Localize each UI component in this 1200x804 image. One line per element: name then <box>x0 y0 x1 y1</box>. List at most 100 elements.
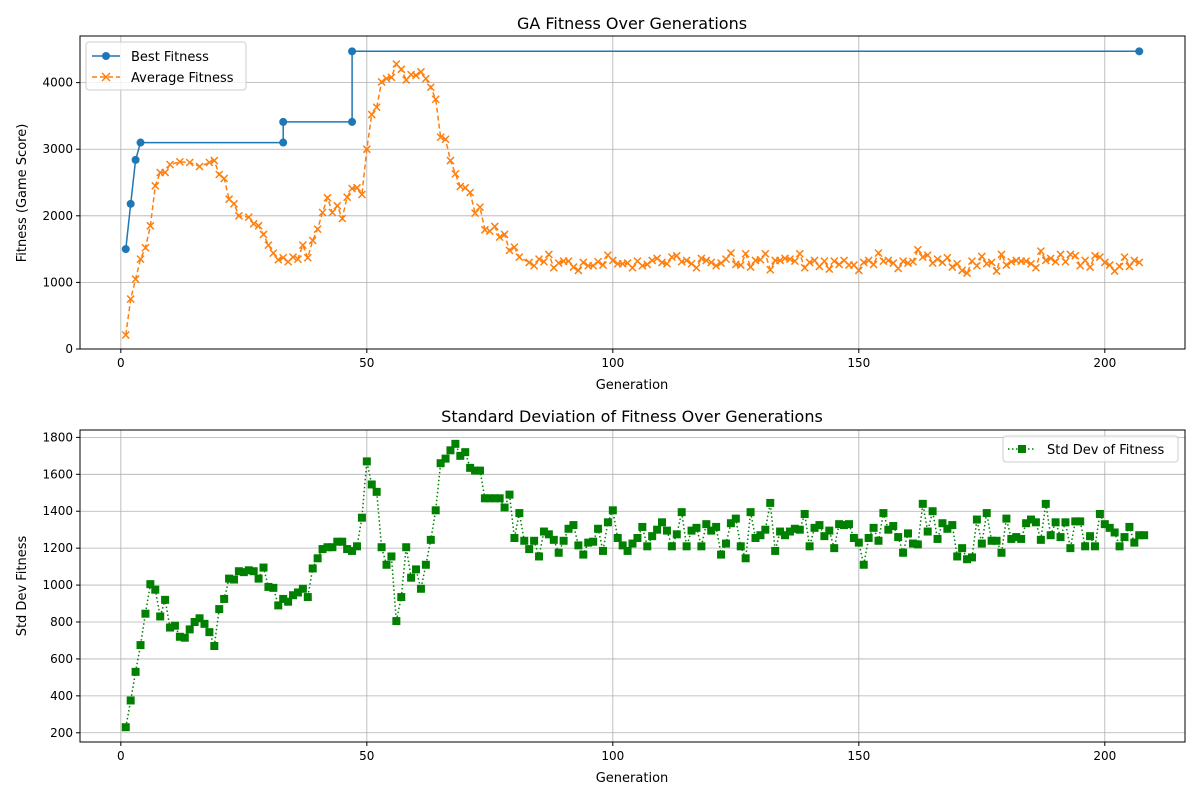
std-dev-of-fitness-point <box>185 625 194 634</box>
std-dev-of-fitness-point <box>505 490 514 499</box>
average-fitness-point <box>918 253 927 262</box>
std-dev-of-fitness-point <box>958 544 967 553</box>
std-dev-of-fitness-point <box>402 543 411 552</box>
std-dev-of-fitness-point <box>136 641 145 650</box>
stddev-chart: Standard Deviation of Fitness Over Gener… <box>15 407 1186 786</box>
std-dev-of-fitness-point <box>594 524 603 533</box>
stddev-chart-title: Standard Deviation of Fitness Over Gener… <box>441 407 823 426</box>
std-dev-of-fitness-point <box>963 555 972 564</box>
y-tick-label: 2000 <box>42 209 73 223</box>
std-dev-of-fitness-point <box>598 546 607 555</box>
std-dev-of-fitness-point <box>461 448 470 457</box>
fitness-chart-xlabel: Generation <box>596 378 669 393</box>
std-dev-of-fitness-point <box>293 588 302 597</box>
std-dev-of-fitness-point <box>146 580 155 589</box>
y-tick-label: 0 <box>65 342 73 356</box>
average-fitness-point <box>766 265 775 274</box>
average-fitness-point <box>161 168 170 177</box>
std-dev-of-fitness-point <box>584 538 593 547</box>
average-fitness-point <box>525 258 534 267</box>
x-tick-label: 150 <box>847 356 870 370</box>
average-fitness-point <box>648 256 657 265</box>
average-fitness-point <box>598 261 608 270</box>
std-dev-of-fitness-point <box>289 591 298 600</box>
std-dev-of-fitness-point <box>849 534 858 542</box>
std-dev-of-fitness-point <box>1100 520 1109 529</box>
std-dev-of-fitness-point <box>1130 538 1139 547</box>
average-fitness-point <box>1046 254 1055 263</box>
std-dev-of-fitness-point <box>761 525 770 534</box>
average-fitness-point <box>333 201 342 210</box>
average-fitness-point <box>411 71 421 80</box>
std-dev-of-fitness-point <box>303 593 312 602</box>
std-dev-of-fitness-point <box>869 523 878 532</box>
std-dev-of-fitness-point <box>785 527 794 536</box>
average-fitness-point <box>1066 250 1075 259</box>
average-fitness-point <box>195 162 204 171</box>
std-dev-of-fitness-point <box>648 532 657 541</box>
average-fitness-point <box>1081 256 1090 265</box>
std-dev-of-fitness-point <box>1120 533 1129 542</box>
average-fitness-point <box>220 174 229 183</box>
std-dev-of-fitness-point <box>1090 542 1099 551</box>
average-fitness-point <box>377 77 386 86</box>
average-fitness-point <box>1071 251 1080 260</box>
legend-frame <box>85 41 247 91</box>
x-tick-label: 100 <box>601 356 624 370</box>
average-fitness-point <box>274 255 283 264</box>
fitness-chart-grid <box>80 36 1185 350</box>
std-dev-of-fitness-point <box>682 542 691 551</box>
std-dev-of-fitness-point <box>618 541 627 550</box>
best-fitness-point <box>136 138 145 147</box>
average-fitness-point <box>539 257 548 266</box>
std-dev-of-fitness-point <box>544 530 553 539</box>
average-fitness-point <box>210 156 219 165</box>
average-fitness-point <box>259 230 268 239</box>
std-dev-of-fitness-point <box>608 506 617 515</box>
std-dev-of-fitness-point <box>1007 534 1016 543</box>
std-dev-of-fitness-point <box>702 520 711 529</box>
std-dev-of-fitness-point <box>830 544 839 553</box>
average-fitness-point <box>303 253 312 262</box>
std-dev-of-fitness-point <box>1066 544 1075 553</box>
std-dev-of-fitness-point <box>1105 523 1114 532</box>
average-fitness-point <box>707 258 716 267</box>
average-fitness-point <box>338 214 347 223</box>
average-fitness-point <box>534 255 544 264</box>
std-dev-of-fitness-point <box>170 621 179 630</box>
legend-std-marker <box>1018 445 1026 453</box>
average-fitness-point <box>1135 258 1144 267</box>
std-dev-of-fitness-point <box>175 632 184 641</box>
average-fitness-point <box>987 258 996 267</box>
average-fitness-point <box>963 269 972 278</box>
average-fitness-point <box>249 219 258 228</box>
std-dev-of-fitness-point <box>1110 528 1119 537</box>
std-dev-of-fitness-point <box>800 510 809 518</box>
average-fitness-point <box>923 251 932 260</box>
average-fitness-point <box>431 95 440 104</box>
std-dev-of-fitness-point <box>284 597 293 606</box>
average-fitness-point <box>564 257 573 266</box>
std-dev-of-fitness-point <box>844 520 853 529</box>
average-fitness-point <box>397 65 406 74</box>
std-dev-of-fitness-point <box>717 550 726 559</box>
std-dev-of-fitness-point <box>894 533 903 542</box>
std-dev-of-fitness-point <box>707 526 716 535</box>
std-dev-of-fitness-point <box>569 521 578 530</box>
std-dev-of-fitness-point <box>746 508 755 517</box>
std-dev-of-fitness-point <box>953 552 962 561</box>
std-dev-of-fitness-point <box>510 534 519 542</box>
std-dev-of-fitness-point <box>1140 531 1149 540</box>
std-dev-of-fitness-point <box>338 537 347 546</box>
average-fitness-point <box>495 233 504 242</box>
average-fitness-point <box>515 253 524 262</box>
average-fitness-point <box>1125 262 1134 271</box>
average-fitness-point <box>1090 251 1100 260</box>
std-dev-of-fitness-point <box>1056 533 1065 542</box>
average-fitness-point <box>628 263 637 272</box>
fitness-chart-plot-area <box>79 35 1186 350</box>
y-tick-label: 400 <box>50 689 73 703</box>
best-fitness-point <box>131 155 140 164</box>
std-dev-of-fitness-point <box>820 532 829 541</box>
std-dev-of-fitness-point <box>195 614 204 623</box>
